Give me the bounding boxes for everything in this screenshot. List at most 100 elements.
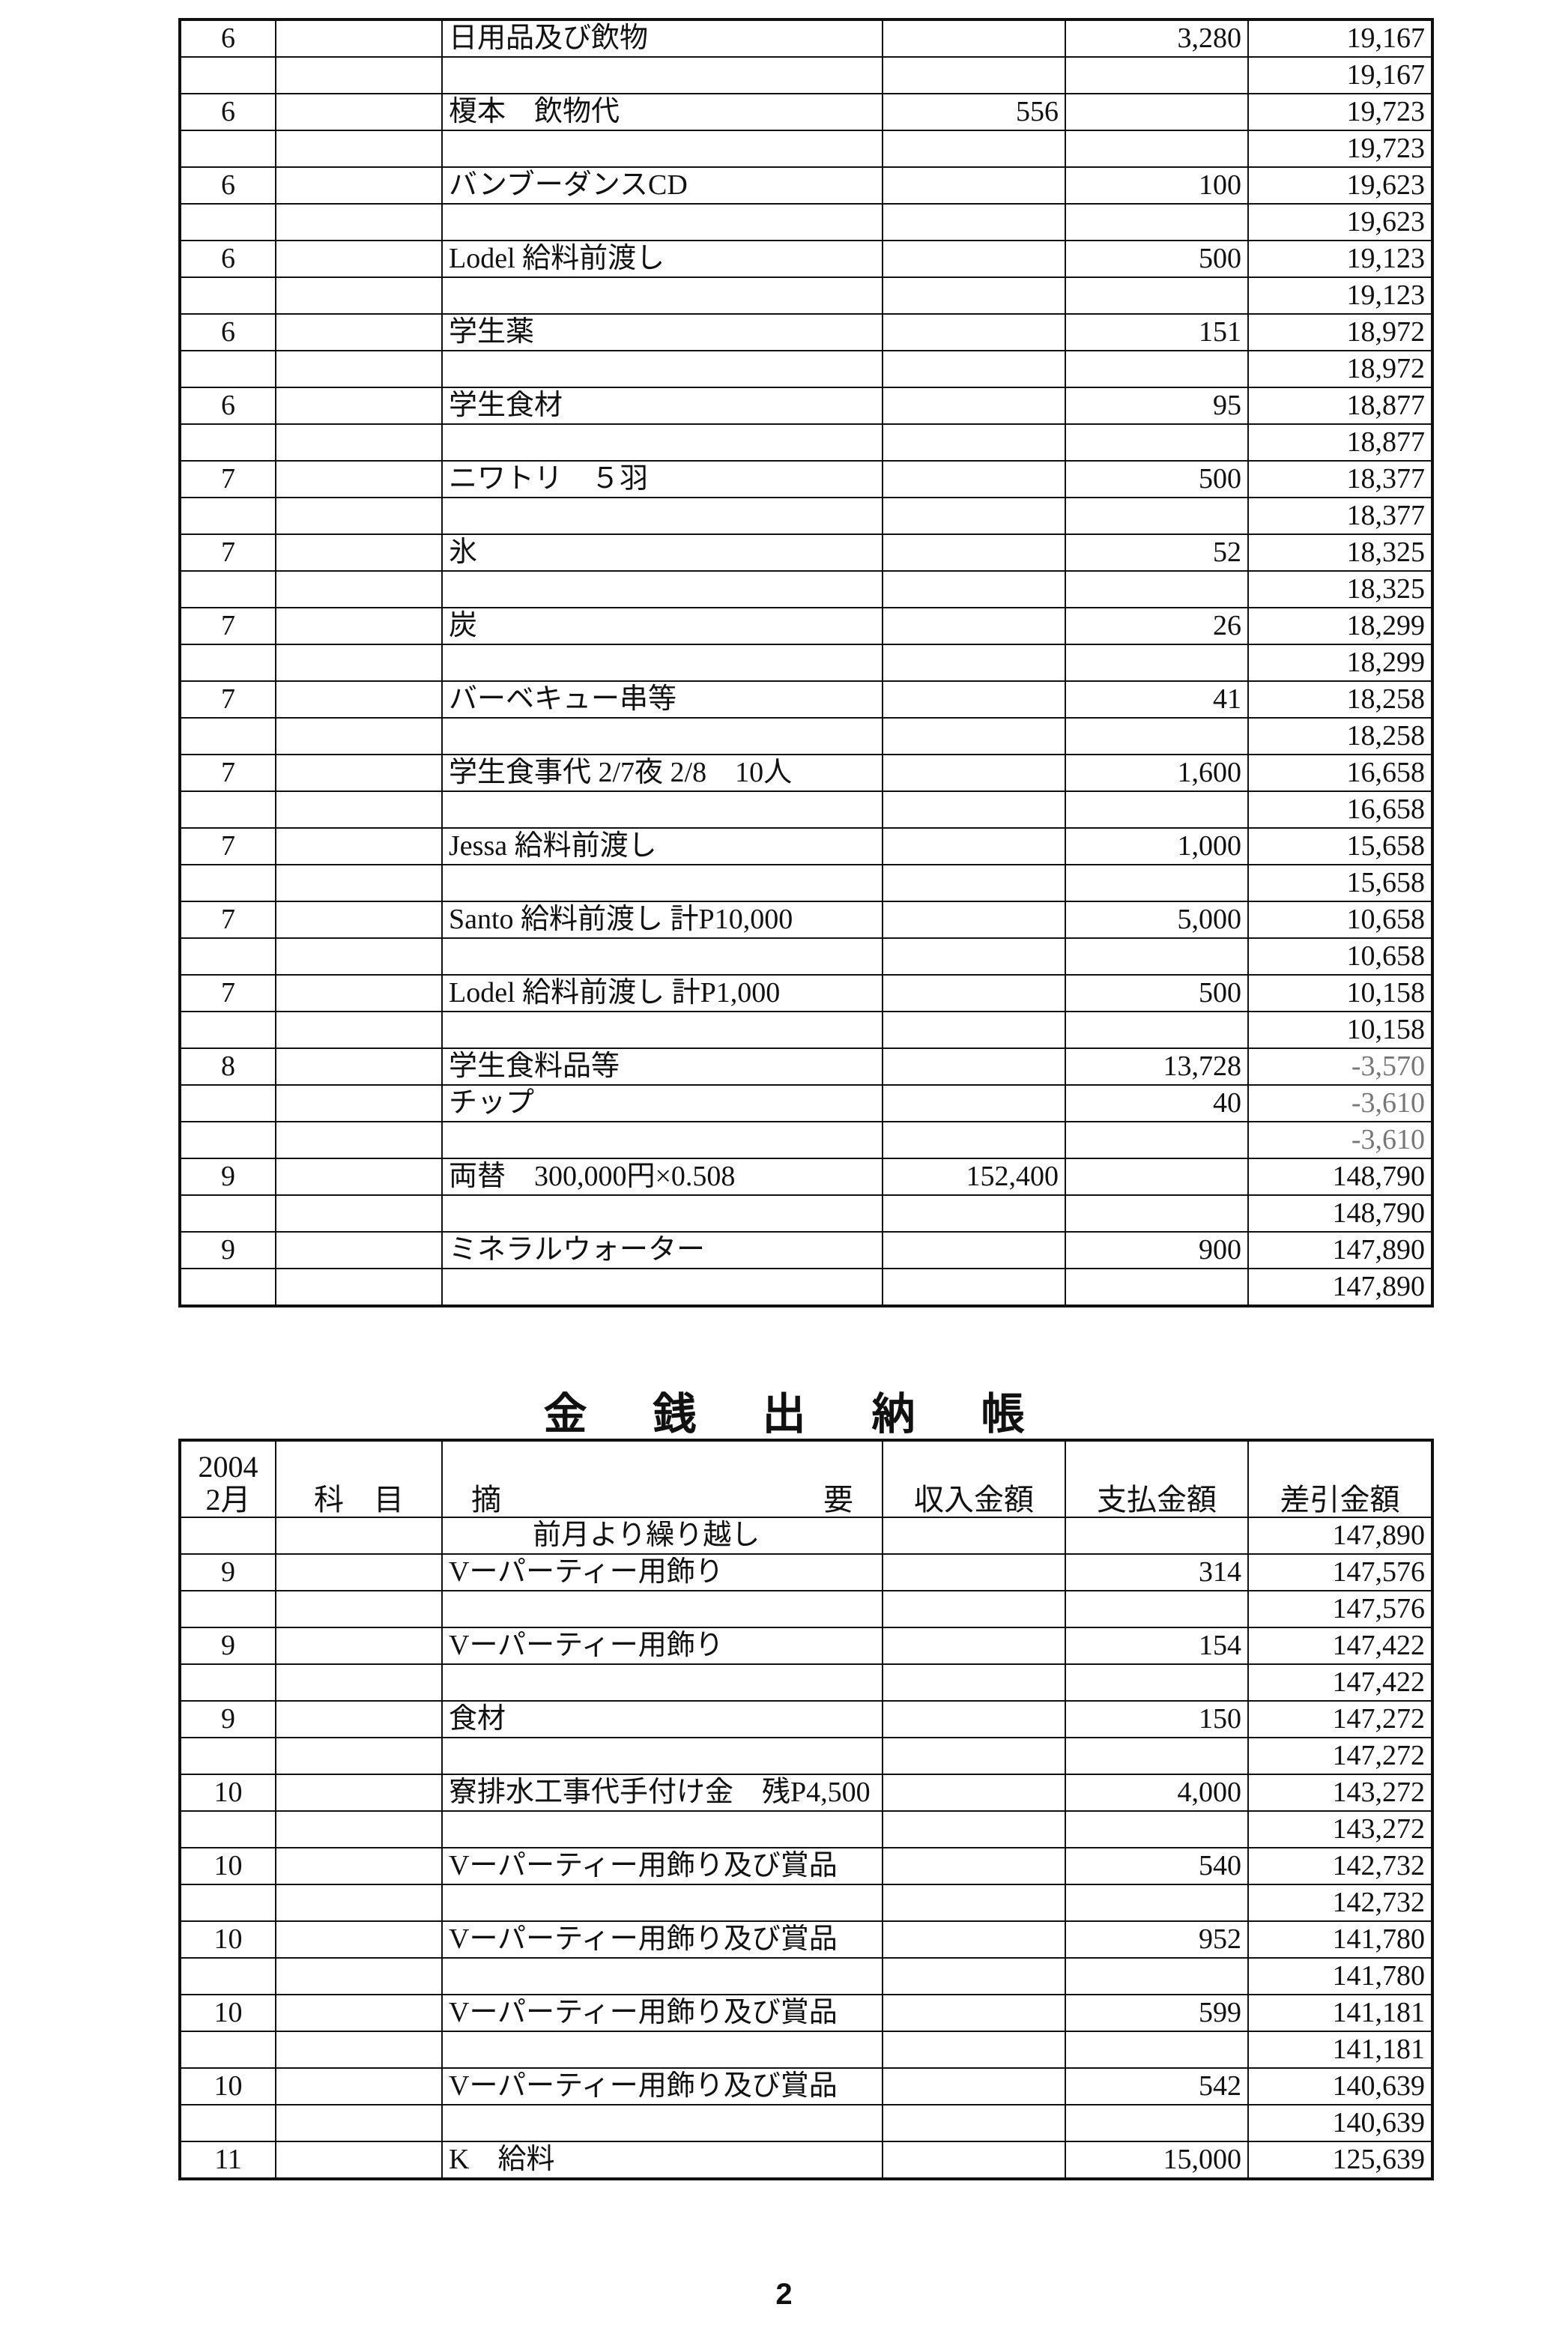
balance-cell: 10,158 (1247, 1011, 1433, 1049)
description-cell: 学生食材 (441, 387, 883, 425)
description-cell (441, 717, 883, 755)
day-cell: 6 (179, 93, 276, 131)
payment-cell (1065, 570, 1249, 608)
header-cell: 支払金額 (1065, 1439, 1249, 1518)
income-cell (882, 203, 1066, 241)
description-cell (441, 2104, 883, 2142)
payment-cell (1065, 56, 1249, 94)
header-row: 2004 2月 科 目 摘要 収入金額 支払金額 差引金額 (179, 1439, 1433, 1518)
day-cell: 7 (179, 974, 276, 1012)
header-cell: 収入金額 (882, 1439, 1066, 1518)
subject-cell (275, 1920, 443, 1959)
ledger-row: 6 榎本 飲物代 556 19,723 (179, 93, 1433, 131)
day-cell (179, 1590, 276, 1628)
ledger-row: -3,610 (179, 1121, 1433, 1159)
description-cell: Lodel 給料前渡し (441, 240, 883, 278)
description-cell (441, 130, 883, 168)
subject-cell (275, 1047, 443, 1086)
ledger-row: 9 Vーパーティー用飾り 314 147,576 (179, 1553, 1433, 1591)
day-cell: 11 (179, 2141, 276, 2180)
income-cell (882, 1884, 1066, 1922)
day-cell (179, 1810, 276, 1848)
balance-cell: 141,780 (1247, 1920, 1433, 1959)
payment-cell: 95 (1065, 387, 1249, 425)
day-cell (179, 276, 276, 315)
day-cell (179, 790, 276, 829)
subject-cell (275, 937, 443, 976)
income-cell (882, 864, 1066, 902)
ledger-row: 18,972 (179, 350, 1433, 388)
description-cell (441, 497, 883, 535)
description-cell: バーベキュー串等 (441, 680, 883, 719)
balance-cell: 140,639 (1247, 2067, 1433, 2105)
subject-cell (275, 1774, 443, 1812)
income-cell (882, 497, 1066, 535)
day-cell: 10 (179, 2067, 276, 2105)
day-cell (179, 1957, 276, 1995)
day-cell (179, 56, 276, 94)
balance-cell: 147,422 (1247, 1627, 1433, 1665)
description-cell: 両替 300,000円×0.508 (441, 1158, 883, 1196)
ledger-row: 9 両替 300,000円×0.508 152,400 148,790 (179, 1158, 1433, 1196)
subject-cell (275, 1231, 443, 1269)
balance-cell: 19,623 (1247, 203, 1433, 241)
income-cell (882, 2031, 1066, 2069)
ledger-table: 2004 2月 科 目 摘要 収入金額 支払金額 差引金額 前月より繰り越し 147… (178, 1439, 1434, 2180)
balance-cell: 148,790 (1247, 1194, 1433, 1233)
balance-cell: 18,325 (1247, 533, 1433, 572)
header-cell: 科 目 (275, 1439, 443, 1518)
income-cell (882, 1920, 1066, 1959)
balance-cell: 18,258 (1247, 717, 1433, 755)
subject-cell (275, 1663, 443, 1702)
description-cell: 食材 (441, 1700, 883, 1738)
ledger-row: 16,658 (179, 790, 1433, 829)
ledger-row: 9 食材 150 147,272 (179, 1700, 1433, 1738)
description-cell (441, 1121, 883, 1159)
day-cell (179, 497, 276, 535)
balance-cell: 19,723 (1247, 93, 1433, 131)
day-cell (179, 1011, 276, 1049)
subject-cell (275, 350, 443, 388)
payment-cell (1065, 1810, 1249, 1848)
balance-cell: 142,732 (1247, 1847, 1433, 1885)
ledger-row: 19,723 (179, 130, 1433, 168)
income-cell (882, 19, 1066, 58)
income-cell (882, 130, 1066, 168)
subject-cell (275, 680, 443, 719)
description-cell (441, 1590, 883, 1628)
description-cell (441, 937, 883, 976)
description-cell (441, 1663, 883, 1702)
ledger-row: チップ 40 -3,610 (179, 1084, 1433, 1122)
income-cell (882, 1268, 1066, 1307)
balance-cell: 19,723 (1247, 130, 1433, 168)
payment-cell (1065, 1737, 1249, 1775)
balance-cell: 148,790 (1247, 1158, 1433, 1196)
ledger-row: 9 Vーパーティー用飾り 154 147,422 (179, 1627, 1433, 1665)
description-cell: 榎本 飲物代 (441, 93, 883, 131)
day-cell: 9 (179, 1553, 276, 1591)
payment-cell (1065, 423, 1249, 462)
ledger-row: 6 学生薬 151 18,972 (179, 313, 1433, 351)
balance-cell: 18,299 (1247, 607, 1433, 645)
income-cell (882, 790, 1066, 829)
balance-cell: 19,167 (1247, 19, 1433, 58)
subject-cell (275, 901, 443, 939)
income-cell (882, 901, 1066, 939)
payment-cell (1065, 130, 1249, 168)
ledger-row: 10 Vーパーティー用飾り及び賞品 599 141,181 (179, 1994, 1433, 2032)
day-cell: 7 (179, 607, 276, 645)
ledger-row: 147,272 (179, 1737, 1433, 1775)
description-cell: ニワトリ ５羽 (441, 460, 883, 498)
balance-cell: 125,639 (1247, 2141, 1433, 2180)
ledger-row: 7 学生食事代 2/7夜 2/8 10人 1,600 16,658 (179, 754, 1433, 792)
balance-cell: 16,658 (1247, 790, 1433, 829)
subject-cell (275, 1517, 443, 1555)
balance-cell: 18,325 (1247, 570, 1433, 608)
ledger-title: 金銭出納帳 (543, 1388, 1025, 1439)
subject-cell (275, 2104, 443, 2142)
day-cell: 10 (179, 1847, 276, 1885)
subject-cell (275, 1590, 443, 1628)
description-cell (441, 1268, 883, 1307)
ledger-row: 6 学生食材 95 18,877 (179, 387, 1433, 425)
balance-cell: 143,272 (1247, 1810, 1433, 1848)
